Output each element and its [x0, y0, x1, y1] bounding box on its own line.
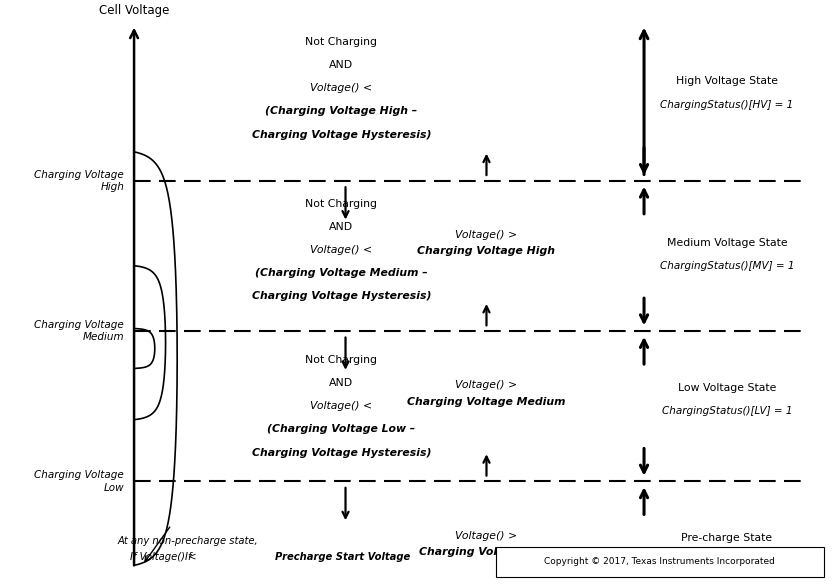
Text: AND: AND — [329, 378, 354, 388]
Text: Charging Voltage Hysteresis): Charging Voltage Hysteresis) — [251, 447, 431, 457]
Text: Precharge Start Voltage: Precharge Start Voltage — [275, 552, 410, 562]
Text: Cell Voltage: Cell Voltage — [99, 4, 169, 17]
Text: ChargingStatus()[MV] = 1: ChargingStatus()[MV] = 1 — [660, 262, 795, 272]
Text: Voltage() <: Voltage() < — [310, 245, 373, 255]
Text: Voltage() >: Voltage() > — [455, 531, 518, 541]
Text: High Voltage State: High Voltage State — [676, 77, 778, 86]
Text: Voltage() <: Voltage() < — [310, 401, 373, 411]
Text: Charging Voltage Hysteresis): Charging Voltage Hysteresis) — [251, 291, 431, 301]
Text: Charging Voltage Medium: Charging Voltage Medium — [407, 397, 566, 406]
Text: (Charging Voltage Medium –: (Charging Voltage Medium – — [255, 268, 428, 279]
Text: AND: AND — [329, 60, 354, 70]
Text: If: If — [186, 552, 195, 562]
Text: Medium Voltage State: Medium Voltage State — [666, 238, 787, 248]
FancyBboxPatch shape — [496, 547, 824, 577]
Text: Not Charging: Not Charging — [305, 355, 378, 365]
Text: Not Charging: Not Charging — [305, 37, 378, 47]
Text: Charging Voltage High: Charging Voltage High — [418, 246, 556, 256]
Text: ChargingStatus()[HV] = 1: ChargingStatus()[HV] = 1 — [661, 99, 794, 110]
Text: Not Charging: Not Charging — [305, 199, 378, 209]
Text: Charging Voltage
High: Charging Voltage High — [34, 169, 124, 192]
Text: Charging Voltage
Medium: Charging Voltage Medium — [34, 320, 124, 342]
Text: Low Voltage State: Low Voltage State — [678, 383, 776, 393]
Text: (Charging Voltage Low –: (Charging Voltage Low – — [267, 425, 415, 434]
Text: (Charging Voltage High –: (Charging Voltage High – — [265, 106, 418, 116]
Text: Charging Voltage Low: Charging Voltage Low — [419, 547, 553, 557]
Text: If Voltage() <: If Voltage() < — [130, 552, 200, 562]
Text: Charging Voltage Hysteresis): Charging Voltage Hysteresis) — [251, 130, 431, 140]
Text: AND: AND — [329, 222, 354, 232]
Text: ChargingStatus()[PV] = 1: ChargingStatus()[PV] = 1 — [661, 556, 793, 566]
Text: At any non-precharge state,: At any non-precharge state, — [117, 536, 258, 546]
Text: Voltage() >: Voltage() > — [455, 380, 518, 391]
Text: Voltage() <: Voltage() < — [310, 84, 373, 93]
Text: ChargingStatus()[LV] = 1: ChargingStatus()[LV] = 1 — [661, 406, 792, 416]
Text: Charging Voltage
Low: Charging Voltage Low — [34, 470, 124, 493]
Text: Copyright © 2017, Texas Instruments Incorporated: Copyright © 2017, Texas Instruments Inco… — [544, 557, 775, 566]
Text: Pre-charge State: Pre-charge State — [681, 533, 773, 543]
Text: Voltage() >: Voltage() > — [455, 230, 518, 240]
